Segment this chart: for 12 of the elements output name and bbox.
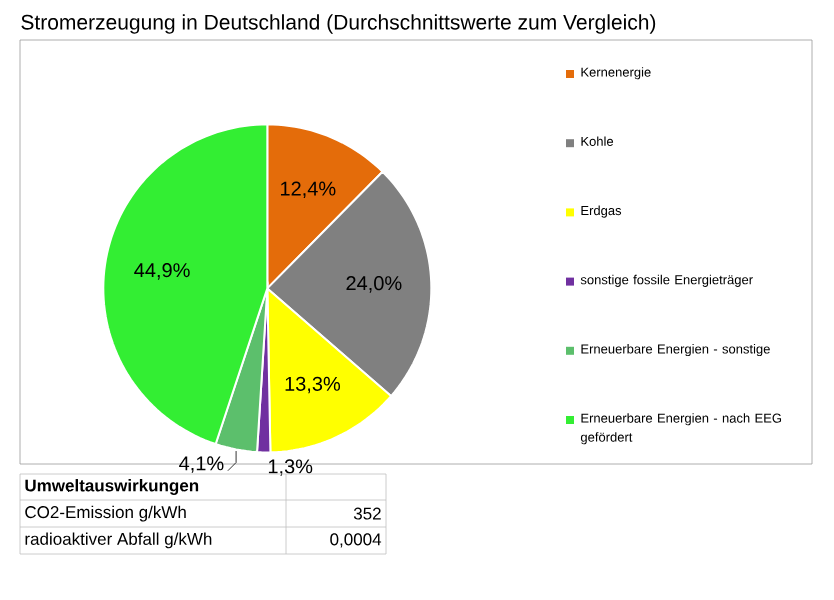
text: Umweltauswirkungen [25,479,199,495]
text: CO2-Emission g/kWh [25,505,186,522]
text: radioaktiver Abfall g/kWh [25,532,212,549]
text: 0,0004 [330,533,382,548]
data-label: 13,3% [285,376,341,394]
data-label: 24,0% [346,276,402,293]
data-label: 4,1% [179,456,224,473]
data-label: 1,3% [268,459,313,476]
chart-title: Stromerzeugung in Deutschland (Durchschnittswerte zum Vergleich) [21,14,656,34]
data-label: 44,9% [134,263,190,280]
text: 352 [353,507,381,520]
data-label: 12,4% [280,181,336,199]
